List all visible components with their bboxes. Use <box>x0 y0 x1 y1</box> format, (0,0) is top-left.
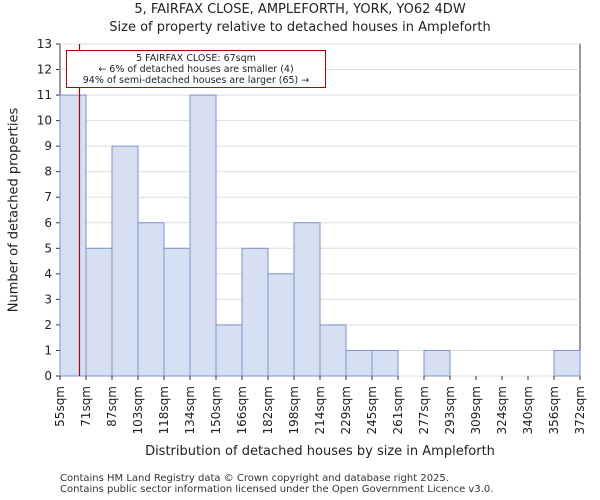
annotation-line-1: 5 FAIRFAX CLOSE: 67sqm <box>136 53 256 64</box>
bar <box>319 324 347 377</box>
x-tick-label: 71sqm <box>79 386 93 427</box>
y-tick-label: 9 <box>44 139 52 153</box>
y-tick-label: 5 <box>44 241 52 255</box>
y-tick-label: 2 <box>44 318 52 332</box>
y-tick-label: 3 <box>44 292 52 306</box>
bar <box>137 222 165 377</box>
x-tick-label: 277sqm <box>417 386 431 434</box>
x-tick-label: 118sqm <box>157 386 171 434</box>
x-tick-label: 324sqm <box>495 386 509 434</box>
y-axis-label: Number of detached properties <box>6 107 22 313</box>
bar <box>553 349 581 377</box>
x-tick-label: 150sqm <box>209 386 223 434</box>
footer-line-2: Contains public sector information licen… <box>60 484 494 495</box>
x-tick-label: 372sqm <box>573 386 587 434</box>
bar <box>267 273 295 377</box>
y-tick-label: 12 <box>37 63 52 77</box>
y-tick-label: 6 <box>44 216 52 230</box>
bar <box>189 94 217 377</box>
y-tick-label: 4 <box>44 267 52 281</box>
x-axis-label: Distribution of detached houses by size … <box>145 444 495 459</box>
x-tick-label: 340sqm <box>521 386 535 434</box>
y-tick-label: 7 <box>44 190 52 204</box>
bar <box>85 247 113 377</box>
bar <box>241 247 269 377</box>
x-tick-label: 55sqm <box>53 386 67 427</box>
bar <box>111 145 139 377</box>
bar <box>371 349 399 377</box>
x-tick-label: 356sqm <box>547 386 561 434</box>
x-tick-label: 182sqm <box>261 386 275 434</box>
x-tick-label: 229sqm <box>339 386 353 434</box>
bar <box>293 222 321 377</box>
x-tick-label: 198sqm <box>287 386 301 434</box>
bar <box>423 349 451 377</box>
chart-title: 5, FAIRFAX CLOSE, AMPLEFORTH, YORK, YO62… <box>134 2 466 17</box>
x-tick-label: 103sqm <box>131 386 145 434</box>
x-tick-label: 166sqm <box>235 386 249 434</box>
x-tick-label: 134sqm <box>183 386 197 434</box>
footer-line-1: Contains HM Land Registry data © Crown c… <box>60 473 449 484</box>
annotation-line-3: 94% of semi-detached houses are larger (… <box>82 75 310 86</box>
bar <box>59 94 87 377</box>
y-tick-label: 1 <box>44 343 52 357</box>
x-tick-label: 261sqm <box>391 386 405 434</box>
bar <box>163 247 191 377</box>
x-tick-label: 309sqm <box>469 386 483 434</box>
annotation-box: 5 FAIRFAX CLOSE: 67sqm ← 6% of detached … <box>66 50 326 88</box>
chart-subtitle: Size of property relative to detached ho… <box>109 20 491 35</box>
bar <box>345 349 373 377</box>
x-tick-label: 293sqm <box>443 386 457 434</box>
annotation-line-2: ← 6% of detached houses are smaller (4) <box>98 64 294 75</box>
y-tick-label: 13 <box>37 37 52 51</box>
y-tick-label: 8 <box>44 165 52 179</box>
x-tick-label: 245sqm <box>365 386 379 434</box>
y-tick-label: 10 <box>37 114 52 128</box>
x-tick-label: 87sqm <box>105 386 119 427</box>
y-tick-label: 11 <box>37 88 52 102</box>
x-tick-label: 214sqm <box>313 386 327 434</box>
bar <box>215 324 243 377</box>
y-tick-label: 0 <box>44 369 52 383</box>
